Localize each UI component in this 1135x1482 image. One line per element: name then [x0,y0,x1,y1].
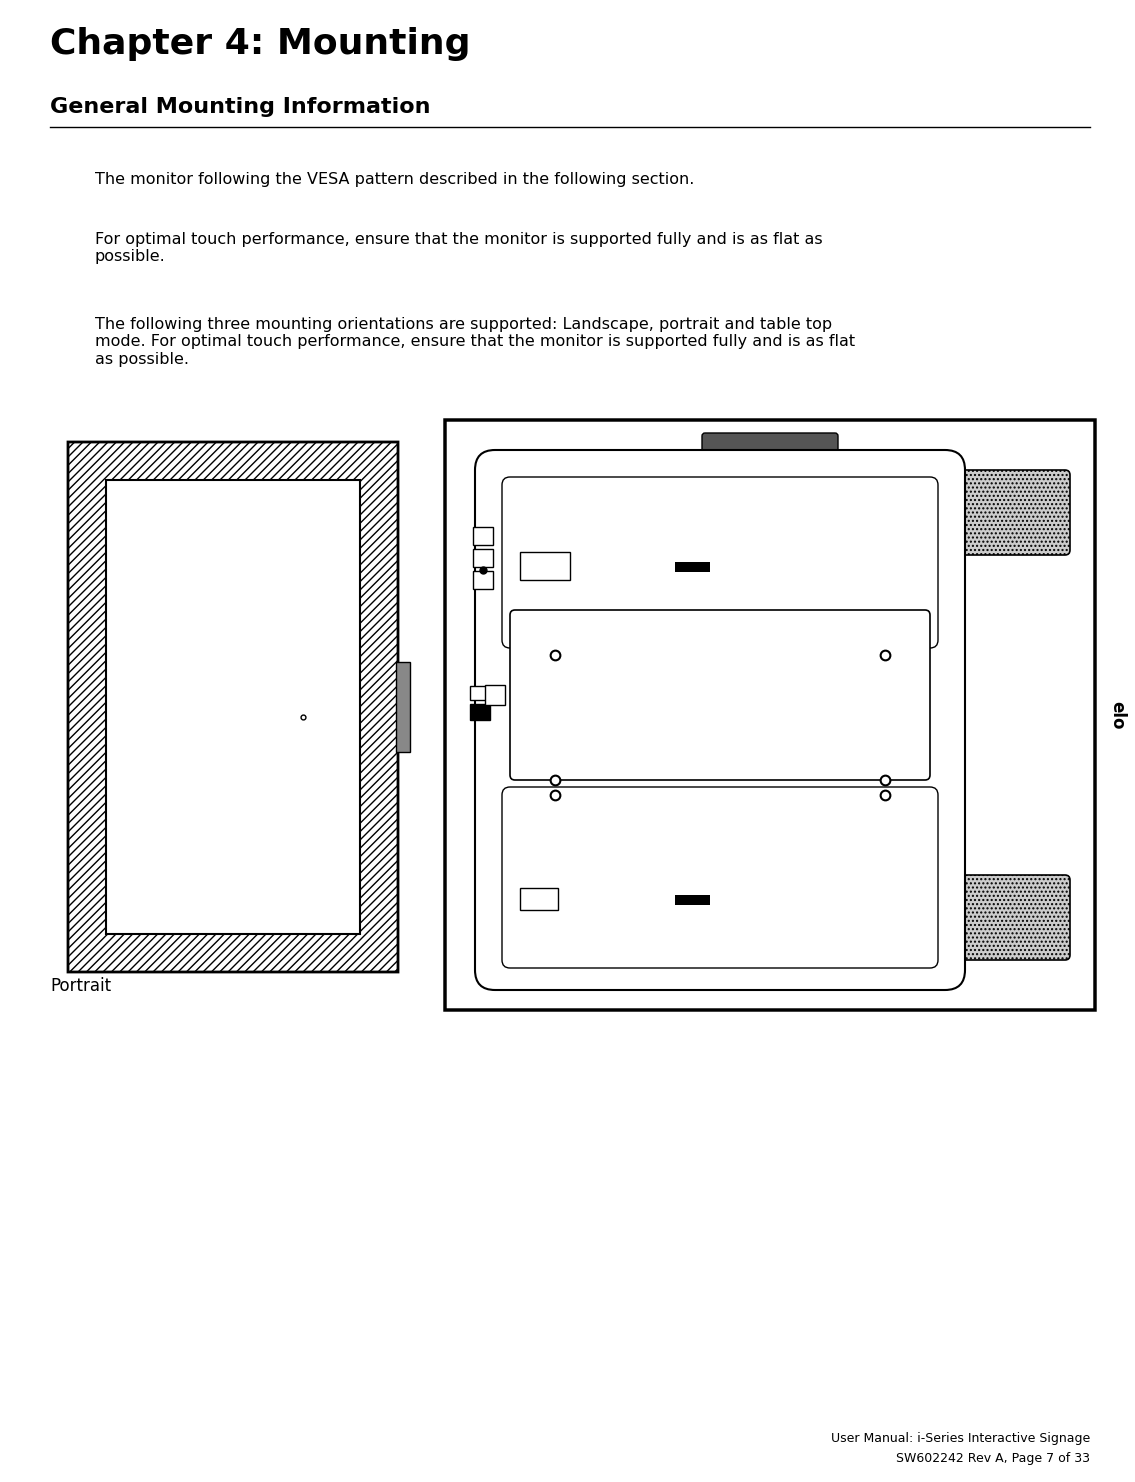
Bar [473,548,493,568]
FancyBboxPatch shape [502,787,938,968]
Text: The following three mounting orientations are supported: Landscape, portrait and: The following three mounting orientation… [95,317,855,368]
Bar [675,895,711,906]
Text: SW602242 Rev A, Page 7 of 33: SW602242 Rev A, Page 7 of 33 [896,1452,1090,1466]
FancyBboxPatch shape [502,477,938,648]
Bar [520,551,570,579]
Bar [396,662,410,751]
FancyBboxPatch shape [476,451,965,990]
Bar [473,571,493,588]
Text: General Mounting Information: General Mounting Information [50,96,430,117]
FancyBboxPatch shape [960,470,1070,554]
Text: For optimal touch performance, ensure that the monitor is supported fully and is: For optimal touch performance, ensure th… [95,233,823,264]
Text: Portrait: Portrait [50,977,111,994]
FancyBboxPatch shape [510,611,930,780]
Bar [473,528,493,545]
Text: Chapter 4: Mounting: Chapter 4: Mounting [50,27,471,61]
Bar [485,685,505,705]
Bar [675,562,711,572]
Bar [470,704,490,720]
Bar [106,480,360,934]
FancyBboxPatch shape [703,433,838,453]
FancyBboxPatch shape [445,419,1095,1011]
Text: User Manual: i-Series Interactive Signage: User Manual: i-Series Interactive Signag… [831,1432,1090,1445]
Text: elo: elo [1087,701,1126,729]
Bar [520,888,558,910]
Text: The monitor following the VESA pattern described in the following section.: The monitor following the VESA pattern d… [95,172,695,187]
Bar [470,686,490,700]
FancyBboxPatch shape [960,874,1070,960]
FancyBboxPatch shape [68,442,398,972]
